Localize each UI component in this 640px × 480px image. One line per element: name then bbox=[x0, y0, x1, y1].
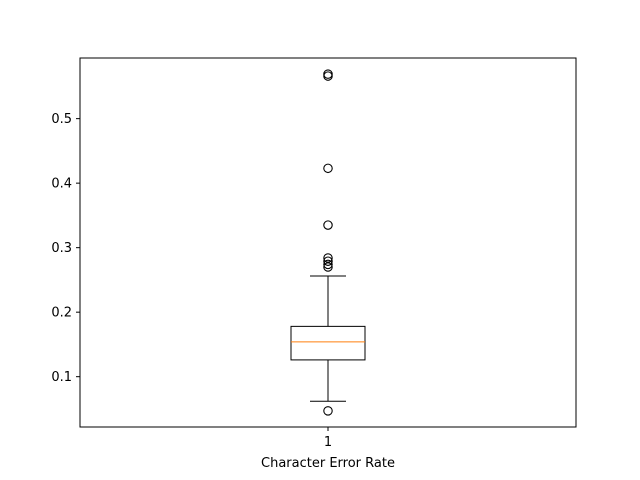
plot-layer bbox=[290, 69, 366, 416]
outlier-point bbox=[323, 163, 333, 174]
y-axis: 0.1 0.2 0.3 0.4 0.5 bbox=[51, 112, 80, 385]
outlier-point bbox=[323, 256, 333, 266]
x-axis-label: Character Error Rate bbox=[261, 456, 395, 471]
y-tick-label: 0.1 bbox=[51, 370, 72, 385]
x-axis: 1 bbox=[324, 427, 332, 450]
outlier-point bbox=[323, 259, 333, 270]
y-tick-label: 0.2 bbox=[51, 306, 72, 321]
y-tick-label: 0.4 bbox=[51, 177, 72, 192]
outlier-point bbox=[323, 262, 333, 272]
outlier-point bbox=[323, 220, 333, 230]
outlier-point bbox=[323, 253, 333, 263]
y-tick-label: 0.5 bbox=[51, 112, 72, 127]
y-tick-label: 0.3 bbox=[51, 241, 72, 256]
x-tick-label: 1 bbox=[324, 435, 332, 450]
outlier-point bbox=[323, 406, 333, 416]
outlier-point bbox=[323, 69, 333, 79]
interquartile-box bbox=[290, 325, 366, 361]
